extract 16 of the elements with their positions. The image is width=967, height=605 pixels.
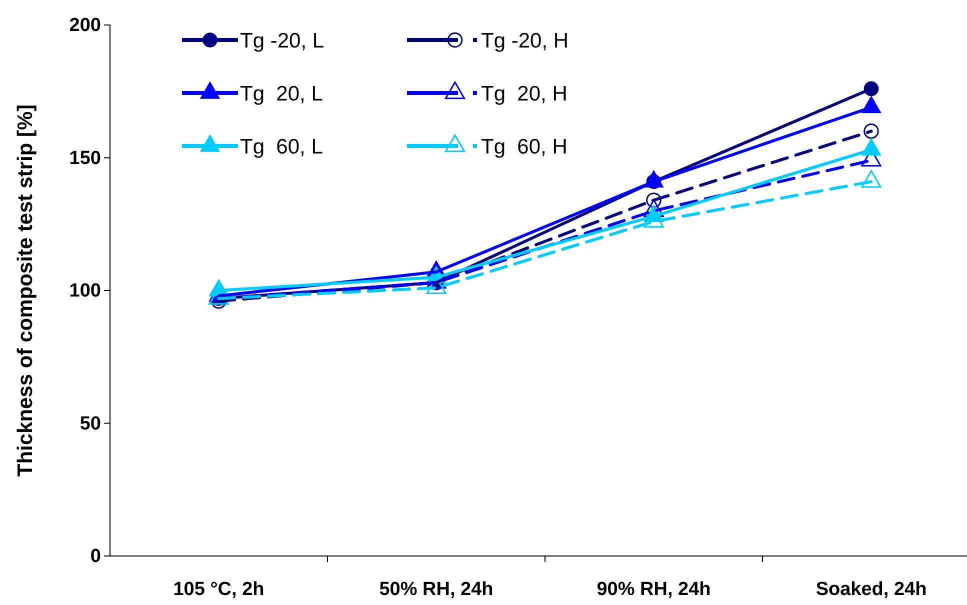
y-axis-title: Thickness of composite test strip [%] bbox=[14, 104, 37, 477]
legend-label: Tg 20, H bbox=[481, 82, 568, 106]
x-tick-label: Soaked, 24h bbox=[816, 579, 927, 600]
legend-label: Tg 60, H bbox=[481, 136, 568, 159]
y-tick-label: 100 bbox=[69, 280, 101, 302]
legend-label: Tg 20, L bbox=[240, 82, 323, 106]
legend-label: Tg 60, L bbox=[240, 136, 323, 159]
y-tick-label: 50 bbox=[80, 413, 101, 434]
x-tick-label: 90% RH, 24h bbox=[596, 579, 711, 600]
legend-label: Tg -20, L bbox=[240, 30, 324, 53]
y-tick-label: 0 bbox=[90, 546, 101, 568]
legend-label: Tg -20, H bbox=[481, 30, 569, 53]
y-tick-label: 200 bbox=[69, 15, 101, 36]
x-tick-label: 105 °C, 2h bbox=[173, 579, 264, 600]
x-tick-label: 50% RH, 24h bbox=[379, 579, 494, 600]
y-tick-label: 150 bbox=[69, 148, 101, 169]
